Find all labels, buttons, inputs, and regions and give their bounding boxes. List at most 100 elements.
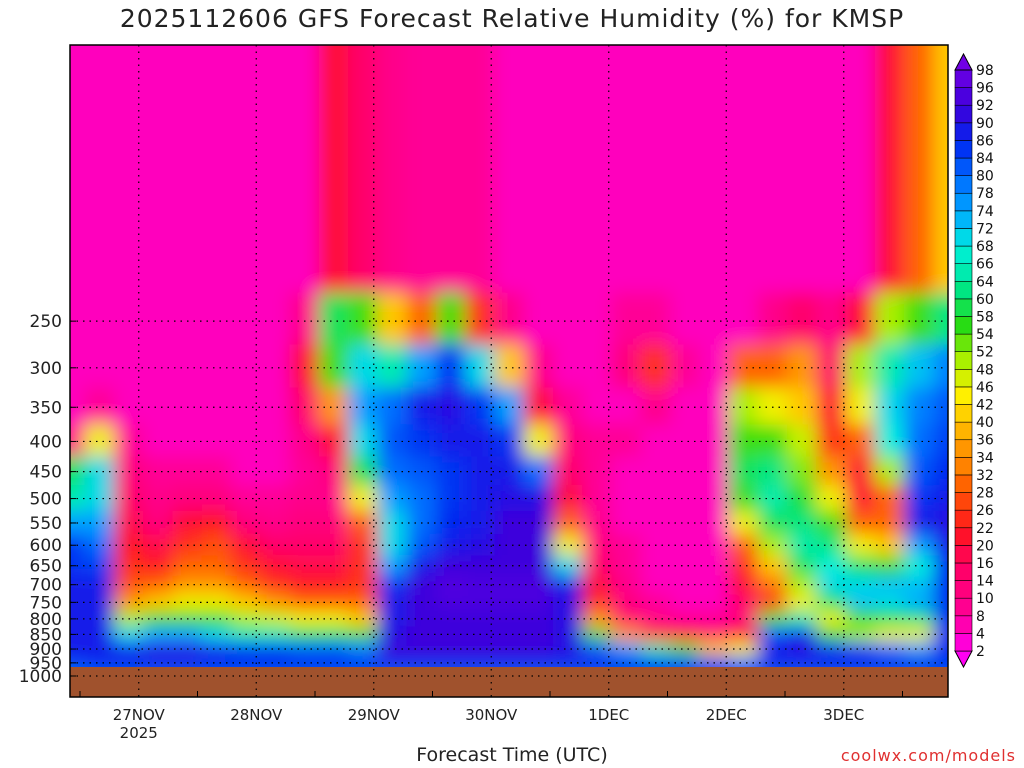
- y-tick-label: 600: [30, 536, 62, 556]
- heat-cell: [143, 593, 174, 612]
- heat-cell: [611, 575, 642, 595]
- heat-cell: [84, 510, 115, 535]
- colorbar-swatch: [954, 492, 973, 511]
- heat-cell: [201, 387, 232, 425]
- colorbar-swatch: [954, 509, 973, 529]
- heat-cell: [70, 45, 86, 294]
- heat-cell: [231, 387, 261, 425]
- heat-cell: [494, 424, 525, 458]
- heat-cell: [728, 292, 759, 346]
- heat-cell: [348, 45, 378, 294]
- heat-cell: [260, 534, 291, 557]
- heat-cell: [172, 656, 203, 667]
- heat-cell: [874, 656, 905, 667]
- heat-cell: [494, 610, 525, 628]
- x-axis-label: Forecast Time (UTC): [416, 744, 608, 766]
- colorbar-swatch: [954, 650, 973, 669]
- heat-cell: [904, 626, 934, 643]
- heat-cell: [523, 424, 554, 458]
- heat-cell: [348, 424, 378, 458]
- colorbar-label: 74: [976, 204, 994, 220]
- colorbar-label: 42: [976, 398, 994, 414]
- heat-cell: [289, 45, 320, 294]
- heat-cell: [728, 641, 759, 657]
- colorbar-label: 32: [976, 468, 994, 484]
- heat-cell: [494, 641, 525, 657]
- heat-cell: [670, 575, 700, 595]
- heat-cell: [435, 387, 466, 425]
- heat-cell: [757, 387, 788, 425]
- heat-cell: [318, 555, 349, 576]
- heat-cell: [143, 641, 174, 657]
- heat-cell: [640, 344, 671, 389]
- heat-cell: [670, 424, 700, 458]
- heat-cell: [816, 292, 847, 346]
- heat-cell: [84, 555, 115, 576]
- heat-cell: [611, 641, 642, 657]
- colorbar-label: 54: [976, 327, 994, 343]
- heat-cell: [845, 610, 876, 628]
- heat-cell: [728, 626, 759, 643]
- heat-cell: [640, 424, 671, 458]
- heat-cell: [318, 344, 349, 389]
- heat-cell: [201, 610, 232, 628]
- heat-cell: [816, 656, 847, 667]
- heat-cell: [757, 292, 788, 346]
- heat-cell: [435, 534, 466, 557]
- heat-cell: [552, 626, 583, 643]
- heat-cell: [260, 387, 291, 425]
- heat-cell: [435, 593, 466, 612]
- heat-cell: [845, 45, 876, 294]
- heat-cell: [552, 593, 583, 612]
- heat-cell: [933, 292, 948, 346]
- colorbar-label: 86: [976, 133, 994, 149]
- heat-cell: [787, 45, 817, 294]
- heat-cell: [904, 387, 934, 425]
- heat-cell: [435, 344, 466, 389]
- heat-cell: [611, 555, 642, 576]
- colorbar-label: 2: [976, 644, 985, 660]
- heat-cell: [845, 510, 876, 535]
- colorbar-label: 68: [976, 239, 994, 255]
- heat-cell: [757, 424, 788, 458]
- colorbar-swatch: [954, 157, 973, 176]
- heat-cell: [377, 45, 408, 294]
- colorbar-label: 8: [976, 609, 985, 625]
- heat-cell: [260, 510, 291, 535]
- colorbar-swatch: [954, 368, 973, 388]
- heat-cell: [933, 656, 948, 667]
- heat-cell: [70, 387, 86, 425]
- heat-cell: [377, 593, 408, 612]
- heat-cell: [143, 424, 174, 458]
- heat-cell: [377, 626, 408, 643]
- heat-cell: [582, 292, 613, 346]
- heat-cell: [757, 656, 788, 667]
- heat-cell: [933, 485, 948, 512]
- grid: [70, 45, 948, 697]
- heat-cell: [904, 641, 934, 657]
- heat-cell: [611, 593, 642, 612]
- heat-cell: [318, 387, 349, 425]
- heat-cell: [435, 641, 466, 657]
- y-tick-label: 500: [30, 490, 62, 510]
- credit-link[interactable]: coolwx.com/models: [840, 746, 1016, 765]
- heat-cell: [611, 424, 642, 458]
- heat-cell: [728, 45, 759, 294]
- heat-cell: [172, 45, 203, 294]
- heat-cell: [289, 292, 320, 346]
- heat-cell: [143, 534, 174, 557]
- heat-cell: [465, 45, 495, 294]
- x-tick-year-label: 2025: [120, 724, 158, 742]
- heat-cell: [260, 641, 291, 657]
- colorbar-label: 78: [976, 186, 994, 202]
- x-tick-label: 29NOV: [348, 706, 401, 724]
- heat-cell: [84, 534, 115, 557]
- heat-cell: [143, 610, 174, 628]
- heat-cell: [260, 610, 291, 628]
- heat-cell: [845, 555, 876, 576]
- heat-cell: [289, 387, 320, 425]
- heat-cell: [435, 292, 466, 346]
- colorbar-swatch: [954, 280, 973, 300]
- heat-cell: [874, 387, 905, 425]
- plot-frame: [69, 44, 949, 698]
